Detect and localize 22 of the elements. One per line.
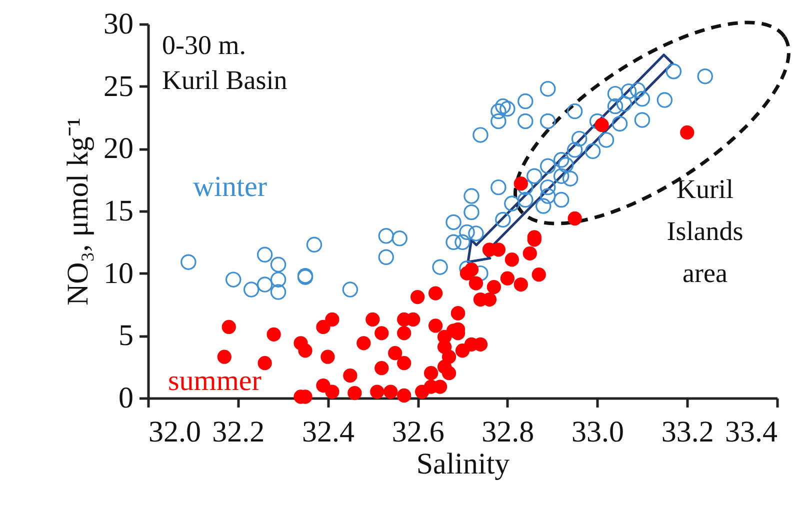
x-tick-label: 32.2 bbox=[212, 416, 265, 448]
y-tick-label: 15 bbox=[104, 194, 134, 228]
x-tick-label: 33.0 bbox=[572, 416, 624, 448]
annotation: 0-30 m. bbox=[162, 30, 246, 60]
y-tick-label: 10 bbox=[104, 256, 134, 290]
x-tick-label: 32.6 bbox=[392, 416, 444, 448]
x-axis-title: Salinity bbox=[416, 448, 510, 480]
annotation: Kuril Basin bbox=[162, 65, 288, 95]
y-tick-label: 30 bbox=[104, 8, 134, 40]
x-tick-label: 33.2 bbox=[661, 416, 714, 448]
x-tick-label: 32.0 bbox=[148, 416, 201, 448]
y-axis-title: NO₃, μmol kg⁻¹ bbox=[62, 117, 94, 306]
x-tick-label: 32.8 bbox=[482, 416, 534, 448]
annotation: Kuril Islands area bbox=[666, 174, 744, 288]
x-tick-label: 32.4 bbox=[302, 416, 354, 448]
y-tick-label: 0 bbox=[118, 382, 134, 414]
series-label: winter bbox=[193, 171, 268, 203]
series-label: summer bbox=[168, 365, 262, 397]
y-tick-label: 20 bbox=[104, 132, 134, 166]
y-tick-label: 25 bbox=[104, 70, 134, 103]
x-tick-label: 33.4 bbox=[725, 416, 778, 448]
y-tick-label: 5 bbox=[118, 319, 134, 352]
